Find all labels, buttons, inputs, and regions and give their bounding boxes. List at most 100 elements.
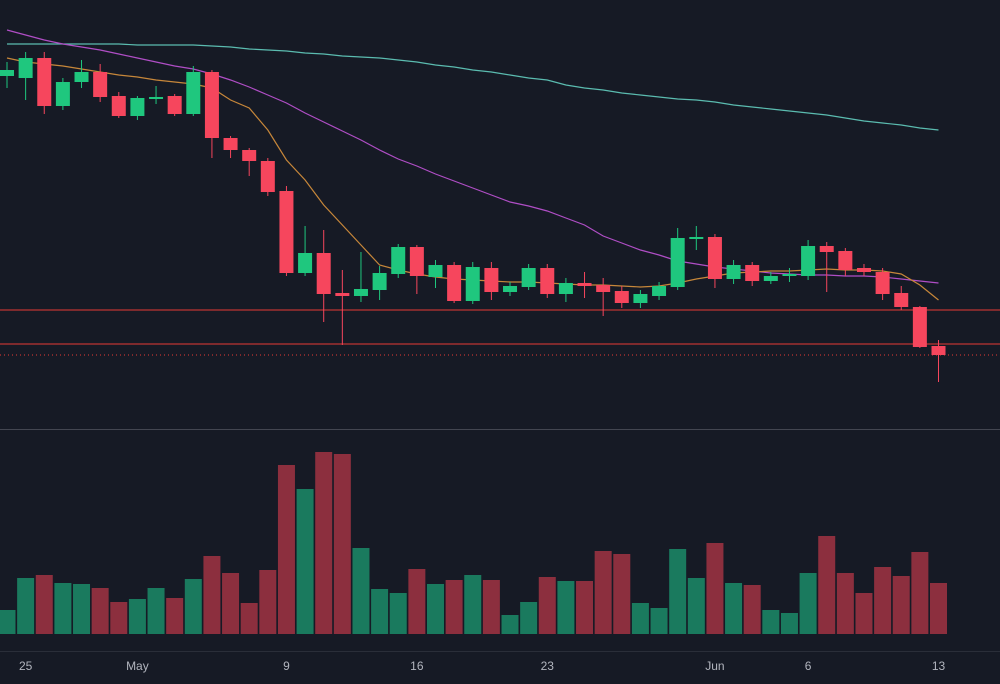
candle-body bbox=[93, 72, 108, 97]
x-tick-label: 23 bbox=[541, 659, 555, 673]
volume-bar bbox=[408, 569, 426, 634]
volume-bar bbox=[650, 608, 668, 634]
volume-bar bbox=[128, 599, 146, 634]
volume-bar bbox=[818, 536, 836, 634]
candle-body bbox=[204, 72, 219, 138]
volume-bar bbox=[445, 580, 463, 634]
candle-body bbox=[298, 253, 313, 273]
candle-body bbox=[763, 276, 778, 281]
volume-bar bbox=[110, 602, 128, 634]
moving-average bbox=[6, 29, 939, 284]
candle-body bbox=[37, 58, 52, 106]
volume-bar bbox=[855, 593, 873, 634]
volume-bar bbox=[501, 615, 519, 634]
volume-bar bbox=[35, 575, 53, 634]
x-tick-label: May bbox=[126, 659, 149, 673]
volume-bar bbox=[240, 603, 258, 634]
candle-body bbox=[596, 285, 611, 292]
candle-body bbox=[372, 273, 387, 290]
candle-body bbox=[223, 138, 238, 150]
candle-body bbox=[0, 70, 14, 76]
volume-bar bbox=[17, 578, 35, 634]
x-tick-label: Jun bbox=[705, 659, 724, 673]
volume-bar bbox=[911, 552, 929, 634]
volume-bar bbox=[222, 573, 240, 634]
candle-body bbox=[55, 82, 70, 106]
candle-body bbox=[428, 265, 443, 277]
candle-body bbox=[819, 246, 834, 252]
candle-body bbox=[335, 293, 350, 296]
candle-body bbox=[149, 97, 164, 99]
x-tick-label: 9 bbox=[283, 659, 290, 673]
volume-bar bbox=[669, 549, 687, 634]
candle-body bbox=[726, 265, 741, 279]
volume-bar bbox=[725, 583, 743, 634]
candle-body bbox=[167, 96, 182, 114]
volume-bar bbox=[315, 452, 333, 634]
volume-bar bbox=[371, 589, 389, 634]
candle-body bbox=[111, 96, 126, 116]
candle-body bbox=[670, 238, 685, 287]
candle-body bbox=[130, 98, 145, 116]
volume-bar bbox=[296, 489, 314, 634]
volume-bar bbox=[352, 548, 370, 634]
volume-bar bbox=[930, 583, 947, 634]
candle-body bbox=[316, 253, 331, 294]
candle-body bbox=[838, 251, 853, 270]
x-tick-label: 16 bbox=[410, 659, 424, 673]
volume-bar bbox=[333, 454, 351, 634]
volume-bar bbox=[687, 578, 705, 634]
candle-body bbox=[503, 286, 518, 292]
volume-bar bbox=[780, 613, 798, 634]
volume-bar bbox=[631, 603, 649, 634]
candle-body bbox=[484, 268, 499, 292]
volume-bar bbox=[184, 579, 202, 634]
candle-body bbox=[689, 237, 704, 239]
candle-body bbox=[614, 291, 629, 303]
candle-body bbox=[931, 346, 946, 355]
volume-bar bbox=[147, 588, 165, 634]
volume-bar bbox=[73, 584, 91, 634]
candle-body bbox=[540, 268, 555, 294]
volume-bar bbox=[706, 543, 724, 634]
candle-body bbox=[894, 293, 909, 307]
candle-body bbox=[260, 161, 275, 192]
volume-bar bbox=[874, 567, 892, 634]
volume-bar bbox=[799, 573, 817, 634]
volume-bar bbox=[520, 602, 538, 634]
candle-body bbox=[409, 247, 424, 276]
volume-bar bbox=[54, 583, 72, 634]
candle-body bbox=[558, 283, 573, 294]
volume-bar bbox=[594, 551, 612, 634]
volume-bar bbox=[892, 576, 910, 634]
candle-body bbox=[707, 237, 722, 279]
candle-body bbox=[745, 265, 760, 281]
x-tick-label: 13 bbox=[932, 659, 946, 673]
volume-bar bbox=[743, 585, 761, 634]
candle-body bbox=[279, 191, 294, 273]
candle-body bbox=[521, 268, 536, 287]
moving-average bbox=[7, 43, 939, 131]
volume-bar bbox=[203, 556, 221, 634]
candle-body bbox=[465, 267, 480, 301]
volume-bar bbox=[836, 573, 854, 634]
volume-bar bbox=[426, 584, 444, 634]
candle-body bbox=[801, 246, 816, 276]
candle-body bbox=[652, 286, 667, 296]
volume-bar bbox=[277, 465, 295, 634]
x-tick-label: 6 bbox=[805, 659, 812, 673]
volume-bar bbox=[576, 581, 594, 634]
candle-body bbox=[74, 72, 89, 82]
candle-body bbox=[577, 283, 592, 286]
candle-body bbox=[186, 72, 201, 114]
volume-bar bbox=[613, 554, 631, 634]
volume-bar bbox=[166, 598, 184, 634]
volume-bar bbox=[0, 610, 16, 634]
candle-body bbox=[875, 272, 890, 294]
x-tick-label: 25 bbox=[19, 659, 33, 673]
volume-bar bbox=[762, 610, 780, 634]
candle-body bbox=[242, 150, 257, 161]
candle-body bbox=[782, 274, 797, 276]
